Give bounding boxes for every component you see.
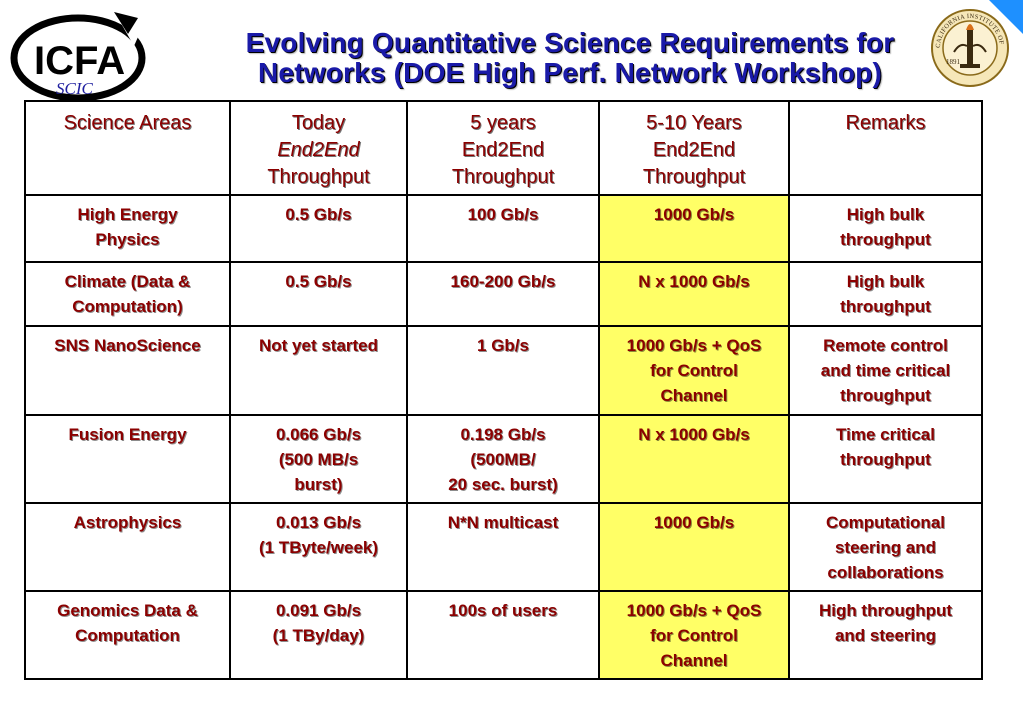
page-title: Evolving Quantitative Science Requiremen… (150, 28, 990, 88)
header-5-years: 5 years End2End Throughput (406, 100, 600, 196)
title-line-1: Evolving Quantitative Science Requiremen… (245, 27, 895, 58)
cell-5-10-years: 1000 Gb/s (598, 194, 790, 263)
cell-5-years: N*N multicast (406, 502, 600, 592)
cell-5-years: 0.198 Gb/s (500MB/ 20 sec. burst) (406, 414, 600, 504)
header-today: Today End2End Throughput (229, 100, 408, 196)
cell-5-10-years: 1000 Gb/s + QoS for Control Channel (598, 325, 790, 416)
cell-5-10-years: 1000 Gb/s + QoS for Control Channel (598, 590, 790, 680)
header-science-areas: Science Areas (24, 100, 231, 196)
cell-5-10-years: N x 1000 Gb/s (598, 414, 790, 504)
cell-remarks: Time critical throughput (788, 414, 983, 504)
table-row: SNS NanoScience Not yet started 1 Gb/s 1… (24, 325, 983, 416)
icfa-logo-text: ICFA (34, 39, 125, 83)
icfa-scic-logo: ICFA SCIC (6, 8, 156, 102)
cell-5-years: 100s of users (406, 590, 600, 680)
cell-today: 0.5 Gb/s (229, 261, 408, 327)
cell-5-years: 160-200 Gb/s (406, 261, 600, 327)
cell-today: 0.066 Gb/s (500 MB/s burst) (229, 414, 408, 504)
cell-remarks: High bulk throughput (788, 261, 983, 327)
cell-remarks: High throughput and steering (788, 590, 983, 680)
cell-today: Not yet started (229, 325, 408, 416)
cell-science-area: Climate (Data & Computation) (24, 261, 231, 327)
table-row: Fusion Energy 0.066 Gb/s (500 MB/s burst… (24, 414, 983, 504)
cell-science-area: Genomics Data & Computation (24, 590, 231, 680)
table-row: Astrophysics 0.013 Gb/s (1 TByte/week) N… (24, 502, 983, 592)
cell-science-area: High Energy Physics (24, 194, 231, 263)
requirements-table: Science Areas Today End2End Throughput 5… (24, 100, 983, 680)
title-line-2: Networks (DOE High Perf. Network Worksho… (258, 57, 882, 88)
cell-remarks: High bulk throughput (788, 194, 983, 263)
cell-today: 0.091 Gb/s (1 TBy/day) (229, 590, 408, 680)
header-5-10-years: 5-10 Years End2End Throughput (598, 100, 790, 196)
cell-remarks: Computational steering and collaboration… (788, 502, 983, 592)
cell-5-10-years: N x 1000 Gb/s (598, 261, 790, 327)
cell-5-years: 100 Gb/s (406, 194, 600, 263)
scic-logo-text: SCIC (56, 79, 94, 98)
corner-fold-decoration (989, 0, 1023, 34)
header-remarks: Remarks (788, 100, 983, 196)
cell-remarks: Remote control and time critical through… (788, 325, 983, 416)
table-row: Genomics Data & Computation 0.091 Gb/s (… (24, 590, 983, 680)
cell-science-area: SNS NanoScience (24, 325, 231, 416)
table-header-row: Science Areas Today End2End Throughput 5… (24, 100, 983, 196)
cell-science-area: Fusion Energy (24, 414, 231, 504)
cell-5-10-years: 1000 Gb/s (598, 502, 790, 592)
table-row: Climate (Data & Computation) 0.5 Gb/s 16… (24, 261, 983, 327)
table-row: High Energy Physics 0.5 Gb/s 100 Gb/s 10… (24, 194, 983, 263)
seal-year: 1891 (946, 58, 961, 66)
cell-today: 0.5 Gb/s (229, 194, 408, 263)
cell-science-area: Astrophysics (24, 502, 231, 592)
cell-today: 0.013 Gb/s (1 TByte/week) (229, 502, 408, 592)
cell-5-years: 1 Gb/s (406, 325, 600, 416)
